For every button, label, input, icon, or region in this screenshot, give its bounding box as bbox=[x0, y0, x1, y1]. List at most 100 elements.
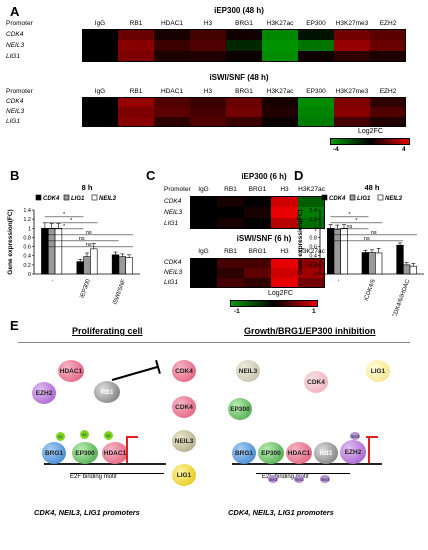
heatmap-cell bbox=[334, 107, 370, 117]
significance-label: * bbox=[63, 212, 66, 218]
inhibition-line bbox=[111, 365, 159, 381]
legend-label: CDK4 bbox=[329, 196, 346, 202]
heatmap-cell bbox=[262, 51, 298, 62]
heatmap-cell bbox=[217, 258, 244, 268]
heatmap-cell bbox=[190, 196, 217, 207]
heatmap-cell bbox=[154, 51, 190, 62]
y-tick-label: 0.4 bbox=[309, 254, 317, 260]
heatmap-cell bbox=[154, 29, 190, 40]
panel-label-b: B bbox=[10, 168, 20, 183]
legend-swatch bbox=[35, 194, 42, 201]
heatmap-cell bbox=[226, 117, 262, 127]
left-motif-bracket bbox=[70, 473, 164, 474]
heatmap-cell bbox=[244, 258, 271, 268]
heatmap-cell bbox=[262, 107, 298, 117]
ep300-node: EP300 bbox=[72, 442, 98, 464]
row-label: LIG1 bbox=[164, 219, 179, 227]
heatmap-cell bbox=[82, 40, 118, 51]
significance-label: ns bbox=[79, 236, 85, 242]
right-dna-line bbox=[232, 463, 382, 465]
repression-stem bbox=[368, 436, 370, 463]
heatmap-cell bbox=[298, 117, 334, 127]
heatmap-cell bbox=[226, 40, 262, 51]
heatmap-cell bbox=[244, 278, 271, 288]
row-label: NEIL3 bbox=[164, 269, 183, 276]
heatmap-cell bbox=[298, 107, 334, 117]
significance-label: * bbox=[348, 212, 351, 218]
chart-title: 8 h bbox=[82, 183, 93, 192]
x-tick-label: - bbox=[336, 279, 342, 283]
legend-max: 1 bbox=[312, 308, 316, 315]
left-dna-line bbox=[44, 463, 166, 465]
heatmap-cell bbox=[271, 268, 298, 278]
column-label: IgG bbox=[198, 248, 209, 255]
promoter-label: Promoter bbox=[6, 88, 33, 95]
legend-label: LIG1 bbox=[71, 196, 85, 202]
bar bbox=[396, 244, 404, 275]
column-label: RB1 bbox=[224, 248, 237, 255]
y-tick-label: 0.8 bbox=[23, 235, 31, 241]
row-label: CDK4 bbox=[164, 197, 182, 205]
legend-label: CDK4 bbox=[43, 196, 60, 202]
significance-label: * bbox=[70, 218, 73, 224]
heatmap-cell bbox=[82, 117, 118, 127]
heatmap-cell bbox=[262, 97, 298, 107]
hdac1-node-right: HDAC1 bbox=[286, 442, 312, 464]
significance-label: ns bbox=[371, 230, 377, 236]
heatmap-cell bbox=[298, 29, 334, 40]
significance-label: ns bbox=[347, 224, 353, 230]
heatmap-cell bbox=[298, 196, 325, 207]
legend-swatch bbox=[321, 194, 328, 201]
heatmap-cell bbox=[118, 97, 154, 107]
legend-title: Log2FC bbox=[358, 128, 383, 135]
heatmap-cell bbox=[118, 51, 154, 62]
y-tick-label: 0.4 bbox=[23, 254, 31, 260]
neil3-node: NEIL3 bbox=[172, 430, 196, 452]
heatmap-cell bbox=[226, 29, 262, 40]
heatmap-cell bbox=[154, 107, 190, 117]
heatmap-cell bbox=[82, 29, 118, 40]
heatmap-cell bbox=[118, 40, 154, 51]
ep300-node-right: EP300 bbox=[258, 442, 284, 464]
heatmap-cell bbox=[217, 278, 244, 288]
heatmap-cell bbox=[334, 29, 370, 40]
ezh2-node-right: EZH2 bbox=[340, 440, 366, 464]
y-tick-label: 0.6 bbox=[309, 245, 317, 251]
heatmap-cell bbox=[244, 218, 271, 229]
bar bbox=[47, 227, 56, 275]
row-label: LIG1 bbox=[6, 52, 21, 60]
row-label: CDK4 bbox=[164, 259, 182, 266]
y-tick-label: 1 bbox=[314, 226, 317, 232]
heatmap-cell bbox=[262, 29, 298, 40]
column-label: H3 bbox=[280, 186, 289, 193]
heatmap-cell bbox=[244, 196, 271, 207]
column-label: IgG bbox=[198, 186, 209, 193]
bar bbox=[375, 252, 383, 275]
column-label: RB1 bbox=[129, 88, 143, 95]
bar bbox=[125, 257, 133, 275]
y-tick-label: 1.2 bbox=[309, 217, 317, 223]
heatmap-cell bbox=[118, 117, 154, 127]
heatmap-cell bbox=[271, 278, 298, 288]
heatmap-title: iSWI/SNF (48 h) bbox=[209, 73, 269, 82]
heatmap-cell bbox=[190, 29, 226, 40]
heatmap-cell bbox=[298, 278, 325, 288]
bar bbox=[361, 252, 369, 275]
heatmap-cell bbox=[271, 207, 298, 218]
legend-gradient bbox=[330, 138, 410, 145]
row-label: NEIL3 bbox=[164, 208, 183, 216]
heatmap-cell bbox=[370, 117, 406, 127]
heatmap-cell bbox=[118, 107, 154, 117]
row-label: LIG1 bbox=[6, 118, 21, 125]
heatmap-cell bbox=[271, 258, 298, 268]
bar bbox=[41, 227, 49, 275]
x-tick-label: iEP300 bbox=[80, 278, 92, 299]
bar bbox=[327, 227, 335, 275]
panel-label-d: D bbox=[294, 168, 304, 183]
y-tick-label: 0.8 bbox=[309, 235, 317, 241]
panel-label-e: E bbox=[10, 318, 19, 333]
heatmap-cell bbox=[190, 278, 217, 288]
bar-chart-48h: 0 0.2 0.4 0.6 0.8 1 1.2 1.4 Gene expression(FC) 4… bbox=[297, 183, 424, 316]
left-title: Proliferating cell bbox=[72, 326, 143, 336]
heatmap-cell bbox=[370, 97, 406, 107]
